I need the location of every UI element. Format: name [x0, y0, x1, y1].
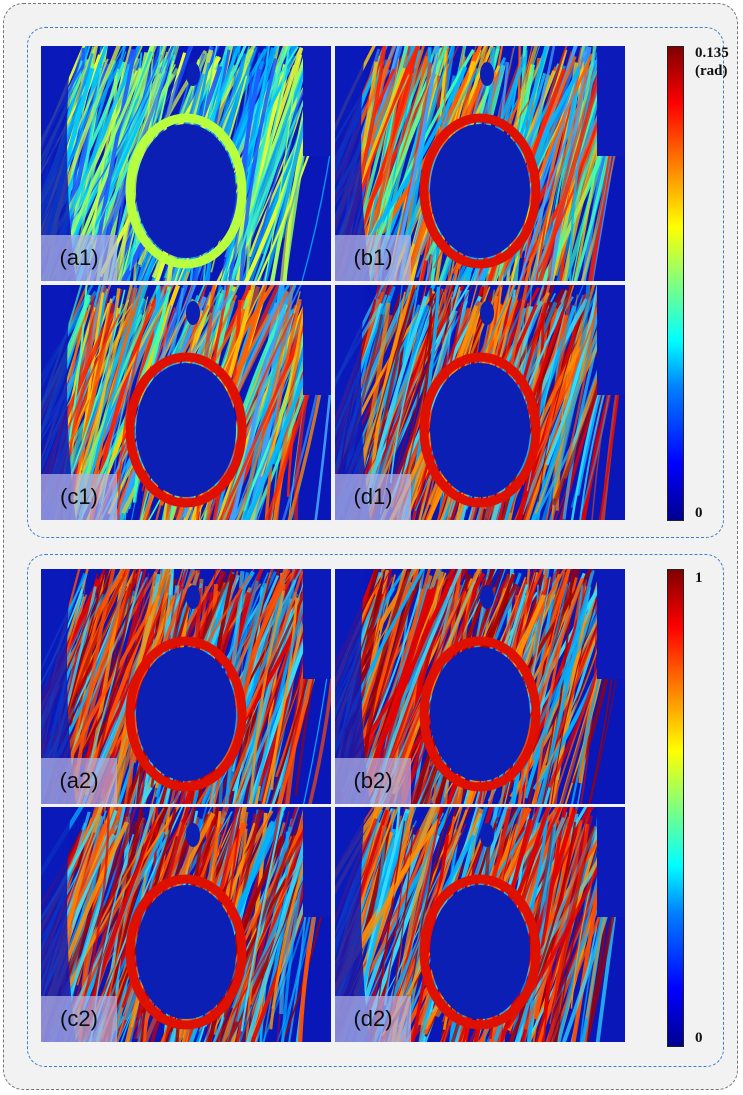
panel-a2-image: (a2) [41, 569, 331, 804]
panel-label: (d2) [335, 996, 411, 1042]
colorbar-top-min-label: 0 [695, 505, 703, 521]
panel-label: (a2) [41, 758, 117, 804]
colorbar-bottom [667, 569, 684, 1047]
panel-label: (c1) [41, 474, 117, 520]
panel-d1-image: (d1) [335, 285, 625, 520]
panel-b2-image: (b2) [335, 569, 625, 804]
panel-b1-image: (b1) [335, 46, 625, 281]
colorbar-bottom-min-label: 0 [695, 1030, 703, 1046]
panel-d2-image: (d2) [335, 807, 625, 1042]
figure-frame: (a1) (b1) (c1) (d1) 0.135 (rad) 0 (a2) (… [3, 3, 738, 1090]
colorbar-top-max-label: 0.135 [695, 45, 729, 61]
panel-a1-image: (a1) [41, 46, 331, 281]
panel-label: (b1) [335, 235, 411, 281]
panel-label: (a1) [41, 235, 117, 281]
colorbar-top-unit-label: (rad) [695, 63, 728, 79]
bottom-group-frame: (a2) (b2) (c2) (d2) 1 0 [27, 554, 724, 1067]
panel-label: (c2) [41, 996, 117, 1042]
panel-c2-image: (c2) [41, 807, 331, 1042]
panel-c1-image: (c1) [41, 285, 331, 520]
colorbar-top [667, 46, 684, 521]
panel-label: (d1) [335, 474, 411, 520]
top-group-frame: (a1) (b1) (c1) (d1) 0.135 (rad) 0 [27, 27, 729, 538]
panel-label: (b2) [335, 758, 411, 804]
colorbar-bottom-max-label: 1 [695, 570, 703, 586]
